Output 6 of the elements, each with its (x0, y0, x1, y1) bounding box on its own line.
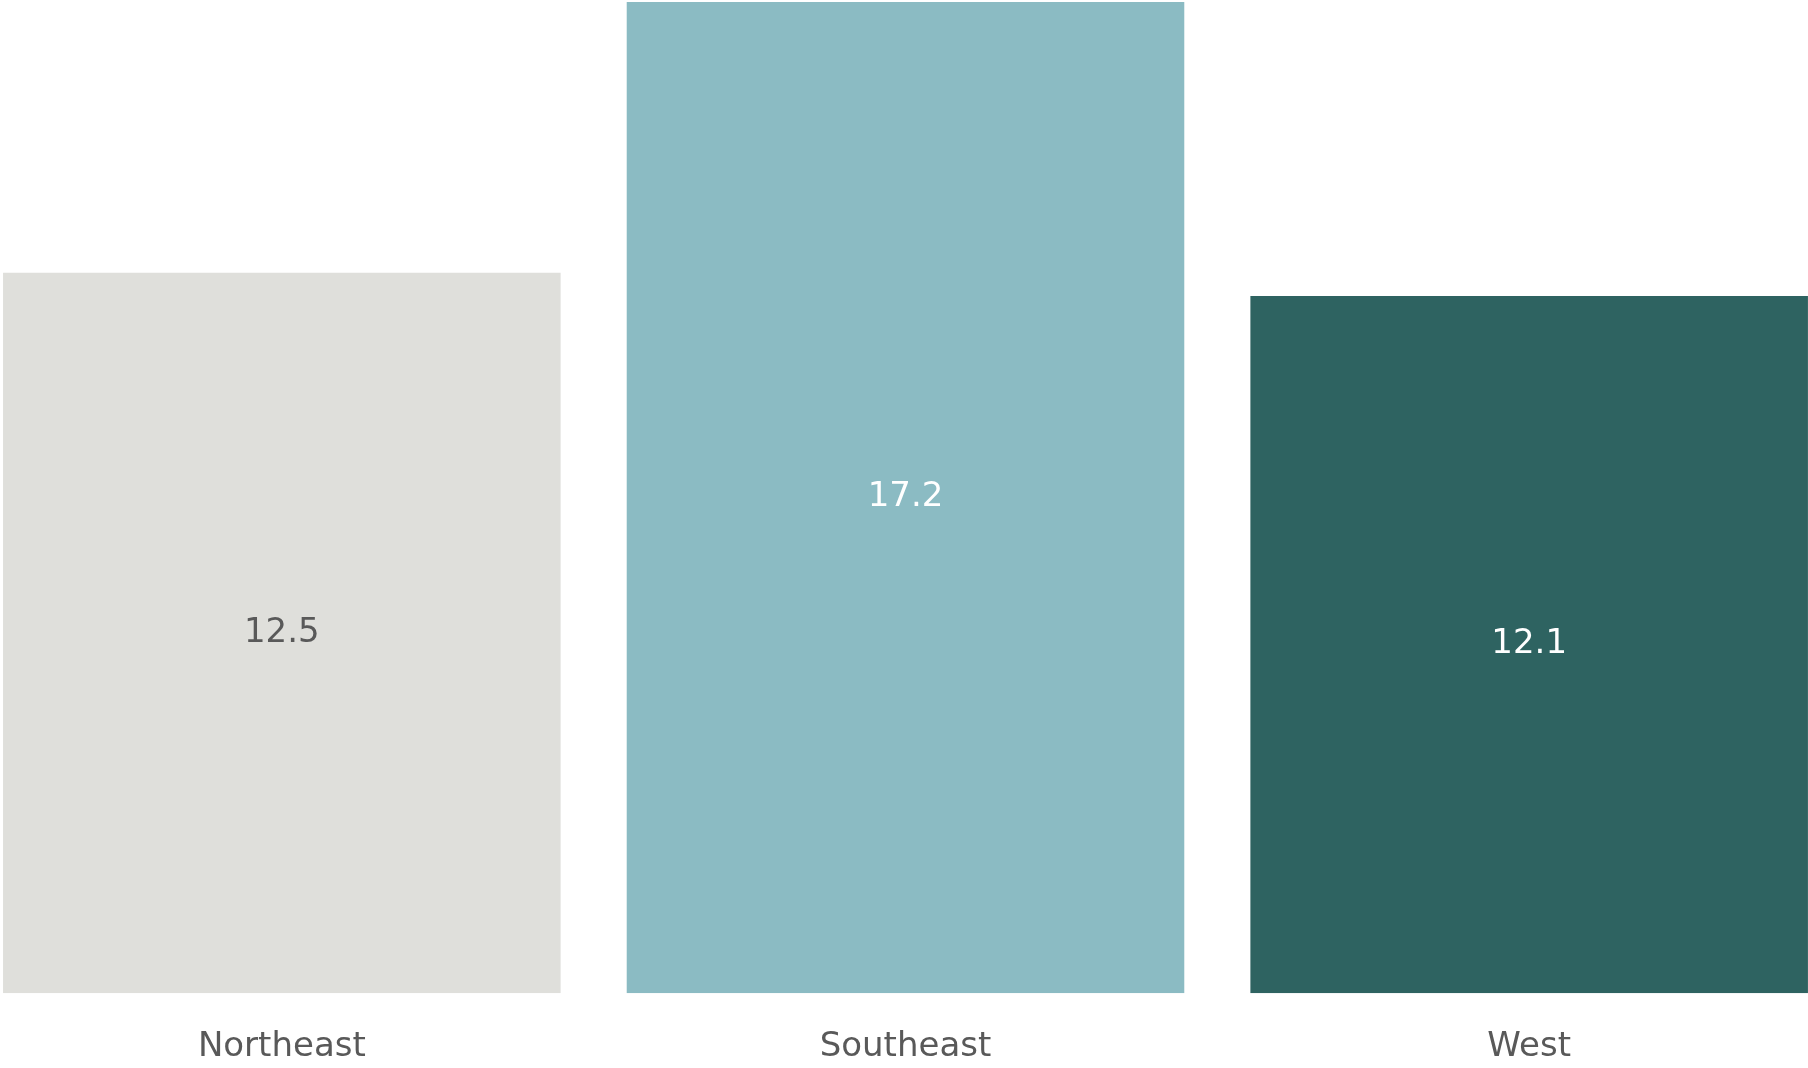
data-label: 17.2 (867, 474, 944, 515)
x-tick-label: West (1487, 1024, 1571, 1065)
data-label: 12.1 (1491, 621, 1567, 662)
x-tick-label: Northeast (197, 1024, 366, 1065)
x-tick-label: Southeast (819, 1024, 992, 1065)
data-label: 12.5 (243, 609, 320, 650)
